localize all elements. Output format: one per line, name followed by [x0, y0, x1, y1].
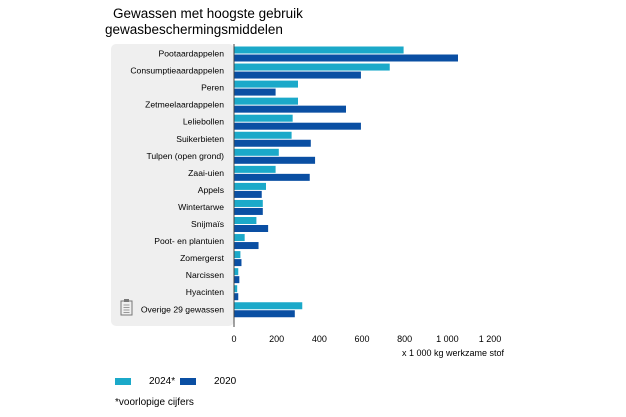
category-label: Zaai-uien — [188, 168, 224, 178]
x-tick-label: 0 — [231, 334, 236, 344]
bar-2020 — [234, 173, 310, 181]
category-label: Suikerbieten — [176, 134, 224, 144]
bar-2024 — [234, 234, 245, 242]
x-axis-label: x 1 000 kg werkzame stof — [402, 348, 505, 358]
bar-2020 — [234, 276, 240, 284]
legend-swatch-2020 — [180, 378, 196, 385]
bar-2020 — [234, 156, 316, 164]
bar-2020 — [234, 242, 259, 250]
legend-swatch-2024 — [115, 378, 131, 385]
bar-2020 — [234, 225, 269, 232]
category-label: Narcissen — [186, 270, 224, 280]
bar-2024 — [234, 165, 276, 173]
bar-2024 — [234, 148, 279, 156]
category-label: Zomergerst — [180, 253, 225, 263]
category-label: Wintertarwe — [178, 202, 224, 212]
bar-2024 — [234, 114, 293, 122]
x-tick-label: 600 — [354, 334, 369, 344]
bar-2020 — [234, 259, 242, 267]
bar-2024 — [234, 97, 298, 105]
x-tick-label: 800 — [397, 334, 412, 344]
category-label: Peren — [201, 83, 224, 93]
category-label: Poot- en plantuien — [154, 236, 224, 246]
category-panel — [111, 44, 234, 326]
bar-2020 — [234, 54, 458, 62]
category-label: Zetmeelaardappelen — [145, 100, 224, 110]
category-label: Overige 29 gewassen — [141, 304, 224, 314]
legend-label-2024: 2024* — [149, 376, 176, 387]
bar-2024 — [234, 251, 241, 259]
bar-2024 — [234, 182, 266, 190]
chart-title-line-1: Gewassen met hoogste gebruik — [113, 6, 303, 21]
bar-2024 — [234, 63, 390, 71]
bar-2024 — [234, 285, 238, 293]
bar-2020 — [234, 207, 263, 215]
category-label: Leliebollen — [183, 117, 224, 127]
x-tick-label: 400 — [312, 334, 327, 344]
chart-title: Gewassen met hoogste gebruik gewasbesche… — [105, 6, 303, 38]
category-label: Hyacinten — [186, 287, 224, 297]
bar-2020 — [234, 310, 295, 318]
bar-2024 — [234, 217, 257, 224]
category-label: Consumptieaardappelen — [130, 66, 224, 76]
clipboard-clip — [124, 299, 129, 302]
x-tick-label: 200 — [269, 334, 284, 344]
legend-item-2024: 2024* — [115, 376, 175, 387]
bar-2024 — [234, 199, 263, 207]
bar-2024 — [234, 302, 303, 310]
bar-2020 — [234, 190, 262, 198]
category-label: Pootaardappelen — [159, 49, 225, 59]
x-tick-label: 1 200 — [479, 334, 502, 344]
bar-2024 — [234, 268, 239, 276]
legend-label-2020: 2020 — [214, 376, 237, 387]
bar-2020 — [234, 293, 239, 301]
bar-2020 — [234, 122, 361, 130]
x-tick-label: 1 000 — [436, 334, 459, 344]
bar-2020 — [234, 88, 276, 96]
footnote: *voorlopige cijfers — [115, 397, 194, 408]
bar-2020 — [234, 105, 346, 113]
bar-2024 — [234, 80, 298, 88]
chart-title-line-2: gewasbeschermingsmiddelen — [105, 22, 283, 37]
bar-2024 — [234, 131, 292, 139]
category-label: Appels — [198, 185, 224, 195]
legend-item-2020: 2020 — [180, 376, 236, 387]
bar-2020 — [234, 139, 311, 147]
bar-2024 — [234, 46, 404, 54]
category-label: Snijmaïs — [191, 219, 224, 229]
bar-2020 — [234, 71, 361, 79]
category-label: Tulpen (open grond) — [146, 151, 224, 161]
